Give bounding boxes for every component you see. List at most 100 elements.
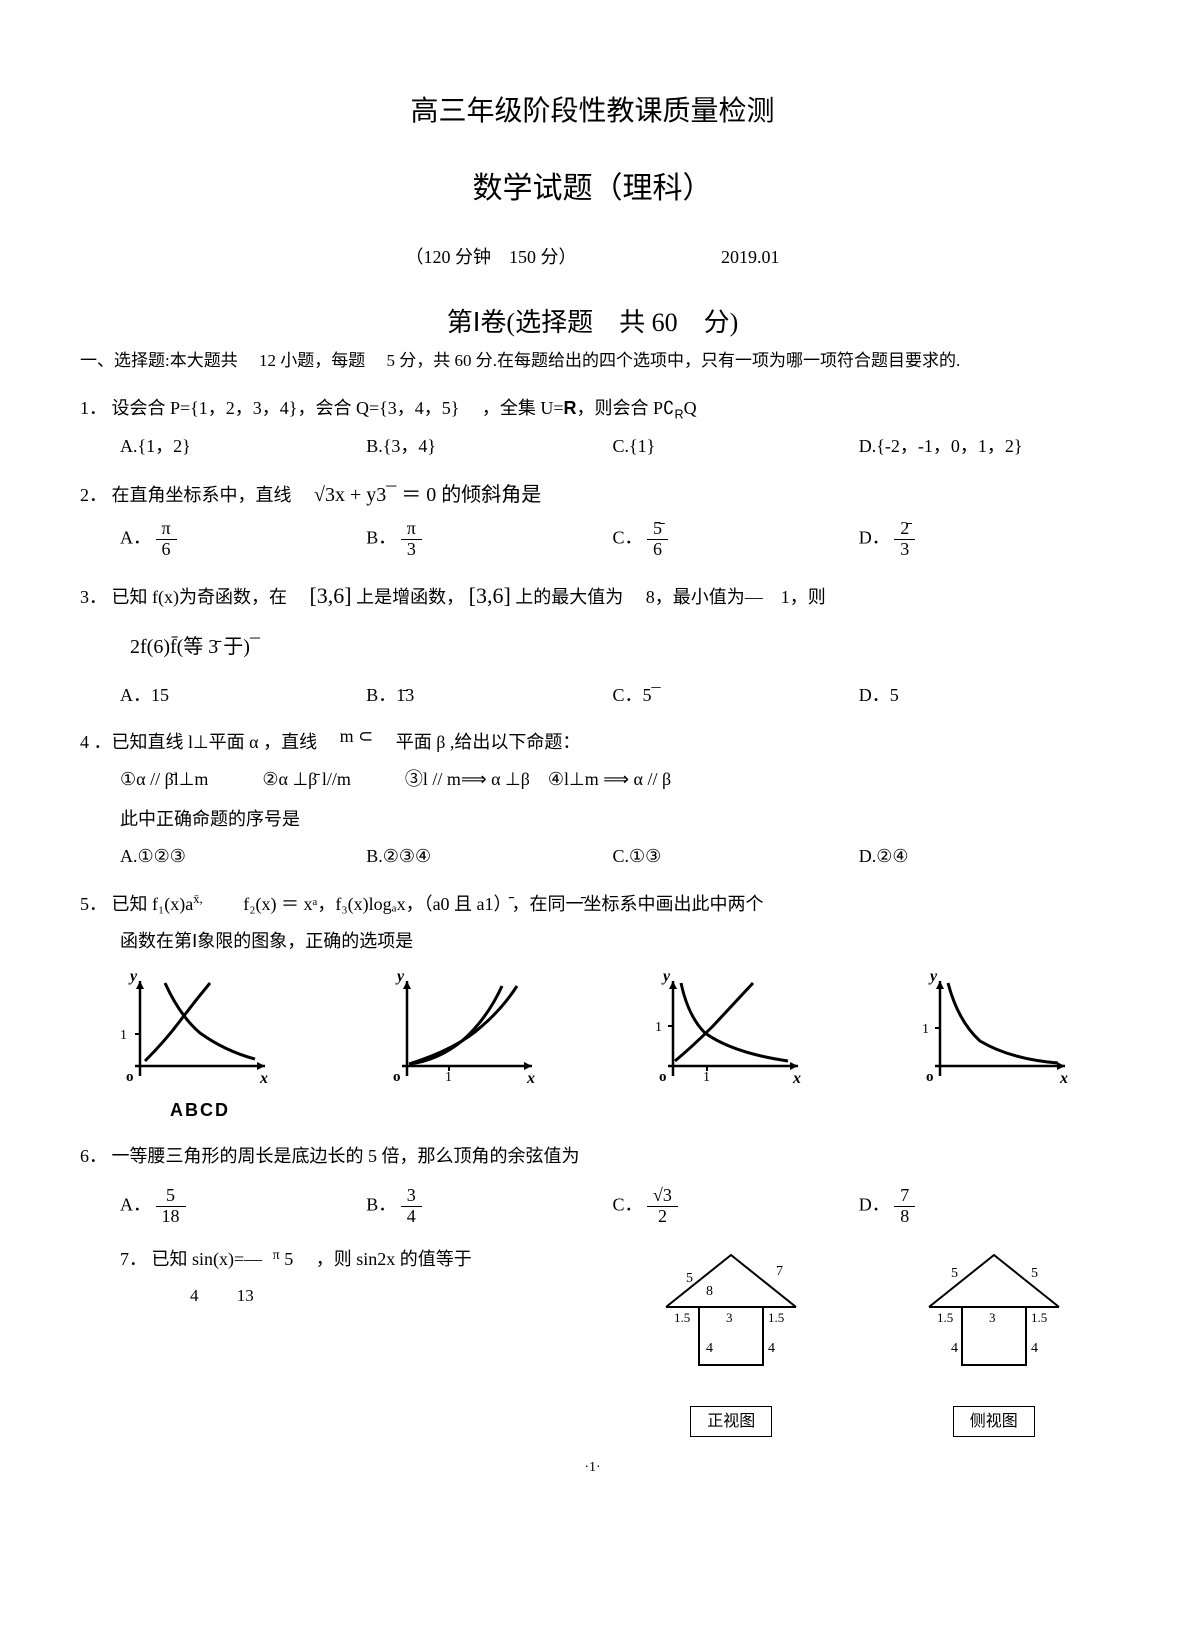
q7-line2: 4 13	[190, 1282, 600, 1309]
instr-b: 12 小题，每题	[259, 351, 365, 370]
q2-stem: 2． 在直角坐标系中，直线 √3x + y3¯ ＝ 0 的倾斜角是	[80, 479, 1105, 511]
svg-text:y: y	[928, 971, 938, 985]
sv-1.5l: 1.5	[937, 1310, 953, 1325]
svg-text:x: x	[526, 1070, 535, 1087]
q1-optB: B.{3，4}	[366, 432, 612, 461]
instr-a: 一、选择题:本大题共	[80, 351, 238, 370]
q5-line2: 函数在第Ⅰ象限的图象，正确的选项是	[120, 927, 1105, 956]
q6-optB: B． 34	[366, 1186, 612, 1227]
graph-b-svg: y x o 1	[377, 971, 542, 1091]
q2-numB: π	[401, 519, 422, 540]
fv-4l: 4	[706, 1341, 713, 1356]
q1-optC: C.{1}	[613, 432, 859, 461]
question-4: 4 ．已知直线 l⊥平面 α ，直线 m ⊂ 平面 β ,给出以下命题： ①α …	[80, 728, 1105, 871]
q5-stem-a: 已知 f₁(x)a	[112, 894, 194, 914]
fv-3: 3	[726, 1310, 733, 1325]
svg-text:1: 1	[445, 1070, 452, 1085]
q4-line3: 此中正确命题的序号是	[120, 805, 1105, 834]
front-view-svg: 5 8 1.5 3 1.5 4 4 7	[656, 1247, 806, 1397]
q2-labelC: C．	[613, 528, 643, 548]
graph-b: y x o 1	[377, 971, 542, 1091]
q2-optD: D． 2̄3	[859, 519, 1105, 560]
graph-d-svg: y x o 1	[910, 971, 1075, 1091]
fv-1.5l: 1.5	[674, 1310, 690, 1325]
q6-labelD: D．	[859, 1195, 890, 1215]
q6-numB: 3	[401, 1186, 422, 1207]
q3-stem-c: 上是增函数，	[356, 587, 464, 607]
svg-text:y: y	[395, 971, 405, 985]
q2-num: 2．	[80, 485, 107, 505]
svg-text:1: 1	[703, 1070, 710, 1085]
svg-text:y: y	[128, 971, 138, 985]
q3-stem-f: 8，最小值为— 1，则	[646, 587, 826, 607]
q6-num: 6．	[80, 1146, 107, 1166]
q6-numA: 5	[156, 1186, 186, 1207]
graph-a: y x o 1	[110, 971, 275, 1091]
svg-text:x: x	[259, 1070, 268, 1087]
question-6: 6． 一等腰三角形的周长是底边长的 5 倍，那么顶角的余弦值为 A． 518 B…	[80, 1142, 1105, 1226]
svg-text:1: 1	[120, 1028, 127, 1043]
svg-text:1: 1	[655, 1020, 662, 1035]
q3-stem-d: [3,6]	[469, 583, 511, 608]
sv-5l: 5	[951, 1266, 958, 1281]
svg-text:x: x	[1059, 1070, 1068, 1087]
q1-stem-e: R	[675, 407, 684, 421]
q4-optB: B.②③④	[366, 842, 612, 871]
question-5: 5． 已知 f₁(x)ax̄, f₂(x) ＝ xᵃ，f₃(x)logₐx，（a…	[80, 889, 1105, 1124]
q1-stem-d: ，则会合 P∁	[577, 398, 675, 418]
q2-denB: 3	[401, 540, 422, 560]
sv-5r: 5	[1031, 1266, 1038, 1281]
q2-denA: 6	[156, 540, 177, 560]
fv-7: 7	[776, 1264, 783, 1279]
q4-optC: C.①③	[613, 842, 859, 871]
q6-labelA: A．	[120, 1195, 151, 1215]
q6-denD: 8	[894, 1207, 915, 1227]
q6-stem-text: 一等腰三角形的周长是底边长的 5 倍，那么顶角的余弦值为	[112, 1146, 580, 1166]
q3-options: A．15 B．1̄3 C．5¯ D．5	[120, 681, 1105, 710]
q6-denA: 18	[156, 1207, 186, 1227]
q6-options: A． 518 B． 34 C． √32 D． 78	[120, 1186, 1105, 1227]
q2-numA: π	[156, 519, 177, 540]
q1-stem-a: 设会合 P={1，2，3，4}，会合 Q={3，4，5}	[112, 398, 460, 418]
svg-text:y: y	[661, 971, 671, 985]
q1-stem-c: R	[564, 398, 577, 418]
svg-text:o: o	[126, 1069, 134, 1085]
instr-d: 60 分.在每题给出的四个选项中，只有一项为哪一项符合题目要求的.	[454, 351, 960, 370]
duration-text: （120 分钟 150 分）	[406, 247, 577, 267]
fv-8: 8	[706, 1284, 713, 1299]
q6-numD: 7	[894, 1186, 915, 1207]
meta-line: （120 分钟 150 分） 2019.01	[80, 243, 1105, 272]
q2-stem-a: 在直角坐标系中，直线	[112, 485, 310, 505]
q1-stem: 1． 设会合 P={1，2，3，4}，会合 Q={3，4，5} ，全集 U=R，…	[80, 394, 1105, 425]
q1-optA: A.{1，2}	[120, 432, 366, 461]
section-instructions: 一、选择题:本大题共 12 小题，每题 5 分，共 60 分.在每题给出的四个选…	[80, 348, 1105, 374]
q3-num: 3．	[80, 587, 107, 607]
q4-stem-c: 平面 β ,给出以下命题：	[396, 732, 581, 752]
svg-text:o: o	[393, 1069, 401, 1085]
q7-stem-b: ，则 sin2x 的值等于	[316, 1249, 472, 1269]
question-1: 1． 设会合 P={1，2，3，4}，会合 Q={3，4，5} ，全集 U=R，…	[80, 394, 1105, 462]
q3-stem: 3． 已知 f(x)为奇函数，在 [3,6] 上是增函数， [3,6] 上的最大…	[80, 578, 1105, 613]
graph-a-svg: y x o 1	[110, 971, 275, 1091]
sv-3: 3	[989, 1310, 996, 1325]
views-row: 5 8 1.5 3 1.5 4 4 7 正视图 5 5 1.5 3 1.5 4 …	[620, 1247, 1105, 1437]
q2-labelB: B．	[366, 528, 396, 548]
svg-text:1: 1	[922, 1022, 929, 1037]
q1-options: A.{1，2} B.{3，4} C.{1} D.{-2，-1，0，1，2}	[120, 432, 1105, 461]
q1-optD: D.{-2，-1，0，1，2}	[859, 432, 1105, 461]
graph-c: y x o 1 1	[643, 971, 808, 1091]
q7-stem: 7． 已知 sin(x)=— π 5 ，则 sin2x 的值等于	[120, 1245, 600, 1274]
q5-graphs: y x o 1 y x o 1	[110, 971, 1075, 1091]
q6-stem: 6． 一等腰三角形的周长是底边长的 5 倍，那么顶角的余弦值为	[80, 1142, 1105, 1171]
q1-num: 1．	[80, 398, 107, 418]
q2-numC: 5̄	[647, 519, 668, 540]
q5-stem-c: f₂(x) ＝ xᵃ，f₃(x)logₐx，（a0 且 a1）̄，在同一̄坐标系…	[243, 894, 763, 914]
q2-numD: 2̄	[894, 519, 915, 540]
q3-line2: 2f(6)f̄(等 3̄ 于)¯	[130, 631, 1105, 663]
q4-stem-a: ．已知直线 l⊥平面 α ，直线	[94, 732, 318, 752]
sv-1.5r: 1.5	[1031, 1310, 1047, 1325]
q4-stem: 4 ．已知直线 l⊥平面 α ，直线 m ⊂ 平面 β ,给出以下命题：	[80, 728, 1105, 757]
q7-five: 5	[284, 1249, 293, 1269]
q6-optC: C． √32	[613, 1186, 859, 1227]
q4-optA: A.①②③	[120, 842, 366, 871]
